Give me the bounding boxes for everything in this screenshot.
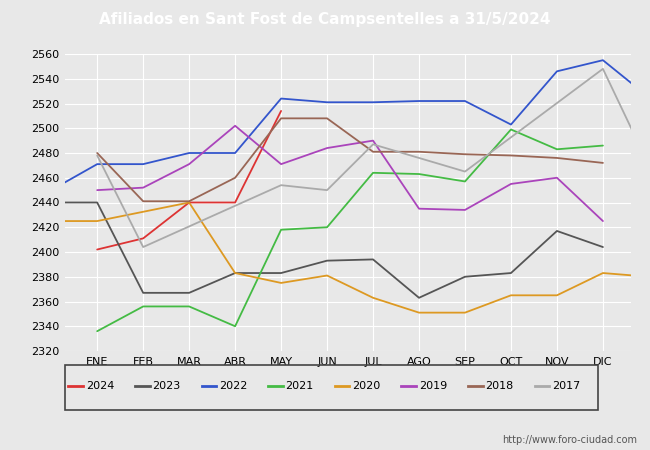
Text: 2022: 2022 <box>219 381 247 391</box>
Text: 2024: 2024 <box>86 381 114 391</box>
Text: Afiliados en Sant Fost de Campsentelles a 31/5/2024: Afiliados en Sant Fost de Campsentelles … <box>99 12 551 27</box>
Text: 2020: 2020 <box>352 381 380 391</box>
Text: http://www.foro-ciudad.com: http://www.foro-ciudad.com <box>502 435 637 445</box>
Text: 2017: 2017 <box>552 381 580 391</box>
Text: 2018: 2018 <box>486 381 514 391</box>
Text: 2019: 2019 <box>419 381 447 391</box>
Text: 2021: 2021 <box>285 381 314 391</box>
Text: 2023: 2023 <box>152 381 181 391</box>
